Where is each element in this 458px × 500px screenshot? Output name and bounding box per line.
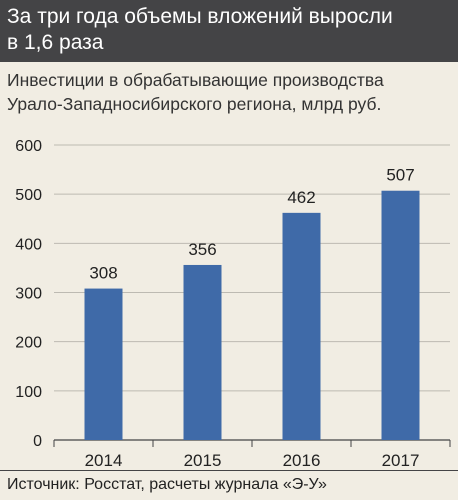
bar-2015 xyxy=(183,264,222,440)
y-tick-label: 300 xyxy=(15,286,42,303)
chart-title-line-2: в 1,6 раза xyxy=(7,31,104,54)
y-tick-label: 100 xyxy=(15,384,42,401)
source-note: Источник: Росстат, расчеты журнала «Э-У» xyxy=(7,476,327,493)
bar-chart: 0 100 200 300 400 500 600 308 2014 356 2015 462 2016… xyxy=(15,138,451,470)
chart-title-line-1: За три года объемы вложений выросли xyxy=(7,5,393,28)
y-tick-label: 0 xyxy=(33,433,42,450)
y-tick-label: 500 xyxy=(15,187,42,204)
bar-value-label: 462 xyxy=(287,188,315,207)
y-tick-label: 200 xyxy=(15,335,42,352)
bar-2016 xyxy=(282,212,321,440)
chart-subtitle-line-2: Урало-Западносибирского региона, млрд ру… xyxy=(7,94,382,114)
chart-subtitle-line-1: Инвестиции в обрабатывающие производства xyxy=(7,70,384,90)
footer-divider xyxy=(0,470,458,471)
bar-value-label: 308 xyxy=(89,264,117,283)
bar-2014 xyxy=(84,288,123,440)
bar-2017 xyxy=(381,190,420,440)
y-tick-label: 600 xyxy=(15,138,42,155)
x-tick-label: 2014 xyxy=(85,451,123,470)
bar-value-label: 507 xyxy=(386,166,414,185)
x-tick-label: 2017 xyxy=(382,451,420,470)
x-tick-label: 2015 xyxy=(184,451,222,470)
bar-value-label: 356 xyxy=(188,240,216,259)
y-tick-label: 400 xyxy=(15,236,42,253)
chart-header: За три года объемы вложений выросли в 1,… xyxy=(0,0,458,62)
x-tick-label: 2016 xyxy=(283,451,321,470)
